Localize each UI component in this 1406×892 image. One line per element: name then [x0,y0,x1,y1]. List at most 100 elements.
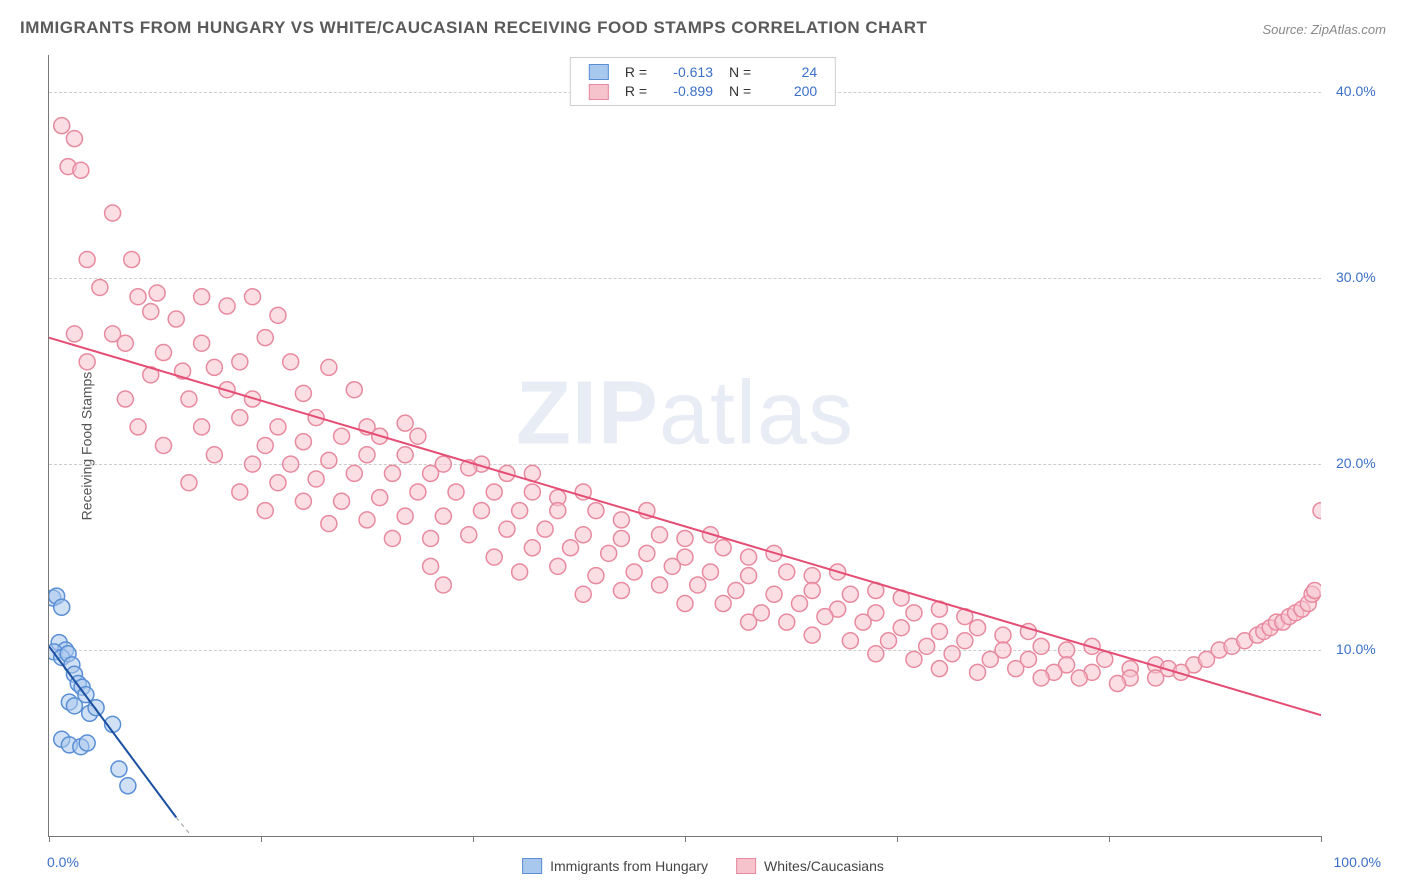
scatter-point [346,382,362,398]
scatter-point [111,761,127,777]
scatter-point [410,428,426,444]
scatter-point [295,385,311,401]
scatter-point [995,627,1011,643]
scatter-point [893,620,909,636]
scatter-point [1033,638,1049,654]
scatter-point [54,118,70,134]
legend-bottom-item-1: Immigrants from Hungary [522,858,708,874]
scatter-point [881,633,897,649]
scatter-point [397,447,413,463]
legend-n-label-2: N = [721,81,759,100]
scatter-point [73,162,89,178]
legend-correlation-box: R = -0.613 N = 24 R = -0.899 N = 200 [570,57,836,106]
scatter-point [79,735,95,751]
scatter-point [257,330,273,346]
scatter-point [677,530,693,546]
scatter-point [435,577,451,593]
scatter-point [435,508,451,524]
scatter-point [779,614,795,630]
scatter-point [766,586,782,602]
scatter-point [919,638,935,654]
scatter-point [397,508,413,524]
scatter-point [283,456,299,472]
x-tick-label: 100.0% [1334,854,1381,870]
scatter-point [194,419,210,435]
scatter-point [283,354,299,370]
scatter-point [257,438,273,454]
scatter-point [117,335,133,351]
legend-row-series-1: R = -0.613 N = 24 [581,62,825,81]
legend-bottom-label-1: Immigrants from Hungary [550,858,708,874]
y-tick-label: 10.0% [1336,641,1376,657]
scatter-point [1059,642,1075,658]
scatter-point [232,354,248,370]
scatter-point [652,577,668,593]
scatter-point [149,285,165,301]
scatter-point [155,438,171,454]
legend-swatch-2 [589,84,609,100]
scatter-point [117,391,133,407]
scatter-point [804,627,820,643]
scatter-point [155,345,171,361]
legend-bottom-swatch-1 [522,858,542,874]
x-tick [685,836,686,842]
legend-n-value-2: 200 [767,83,817,99]
scatter-point [791,596,807,612]
scatter-point [715,596,731,612]
scatter-point [194,289,210,305]
scatter-point [537,521,553,537]
scatter-point [931,661,947,677]
scatter-point [970,620,986,636]
scatter-point [524,540,540,556]
scatter-point [512,503,528,519]
scatter-point [79,252,95,268]
scatter-point [741,614,757,630]
scatter-point [588,503,604,519]
scatter-point [499,521,515,537]
scatter-point [308,471,324,487]
scatter-point [550,558,566,574]
y-tick-label: 40.0% [1336,83,1376,99]
scatter-point [384,465,400,481]
scatter-point [690,577,706,593]
scatter-point [66,131,82,147]
scatter-point [613,512,629,528]
trendline [49,646,176,817]
plot-area: ZIPatlas 10.0%20.0%30.0%40.0%0.0%100.0% [48,55,1321,837]
legend-r-value-2: -0.899 [663,83,713,99]
scatter-point [817,609,833,625]
scatter-point [804,568,820,584]
source-attribution: Source: ZipAtlas.com [1262,22,1386,37]
scatter-point [232,410,248,426]
legend-bottom-item-2: Whites/Caucasians [736,858,884,874]
scatter-point [1008,661,1024,677]
scatter-point [702,564,718,580]
scatter-point [575,586,591,602]
scatter-point [804,583,820,599]
scatter-point [906,605,922,621]
scatter-point [295,493,311,509]
scatter-point [124,252,140,268]
scatter-point [1307,583,1321,599]
scatter-point [982,651,998,667]
scatter-point [257,503,273,519]
scatter-point [181,475,197,491]
scatter-point [461,527,477,543]
scatter-point [639,545,655,561]
scatter-point [1109,676,1125,692]
scatter-point [270,307,286,323]
scatter-point [334,493,350,509]
legend-correlation-table: R = -0.613 N = 24 R = -0.899 N = 200 [581,62,825,101]
scatter-point [384,530,400,546]
scatter-point [588,568,604,584]
source-label: Source: [1262,22,1310,37]
scatter-point [295,434,311,450]
legend-swatch-1 [589,64,609,80]
scatter-point [410,484,426,500]
scatter-point [334,428,350,444]
scatter-point [486,484,502,500]
scatter-point [423,530,439,546]
scatter-point [613,583,629,599]
scatter-point [524,484,540,500]
scatter-point [550,503,566,519]
